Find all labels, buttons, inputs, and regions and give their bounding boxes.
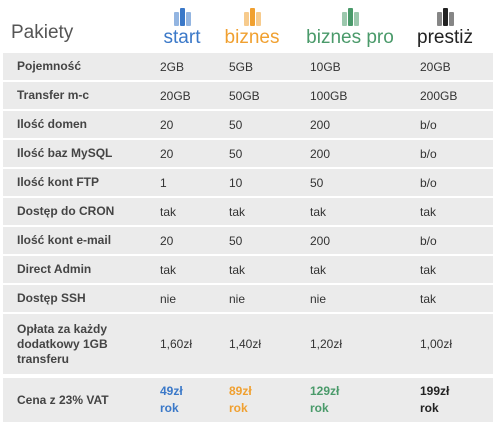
table-row: Transfer m-c 20GB 50GB 100GB 200GB bbox=[3, 82, 493, 111]
cell-prestiz: 20GB bbox=[420, 59, 451, 74]
cell-start: 1 bbox=[160, 175, 167, 190]
price-period: rok bbox=[160, 401, 179, 415]
cell-biznes-pro: 1,20zł bbox=[310, 337, 343, 351]
plan-biznes-name: biznes bbox=[224, 27, 280, 48]
plan-prestiz-header: prestiż bbox=[406, 8, 484, 49]
row-label-line: Opłata za każdy bbox=[17, 321, 108, 336]
row-label: Pojemność bbox=[17, 59, 82, 73]
plan-prestiz-icon bbox=[436, 8, 454, 26]
cell-biznes-pro: tak bbox=[310, 204, 327, 219]
cell-biznes: tak bbox=[229, 262, 246, 277]
cell-biznes-pro: 200 bbox=[310, 117, 331, 132]
plan-biznes-pro-icon bbox=[341, 8, 359, 26]
plan-start-name: start bbox=[163, 27, 201, 48]
price-amount: 129zł bbox=[310, 384, 340, 398]
table-row: Ilość kont e-mail 20 50 200 b/o bbox=[3, 227, 493, 256]
plan-biznes-header: biznes bbox=[216, 8, 288, 49]
price-prestiz: 199zł rok bbox=[420, 383, 493, 417]
cell-biznes: 50 bbox=[229, 117, 243, 132]
price-amount: 199zł bbox=[420, 384, 450, 398]
price-amount: 49zł bbox=[160, 384, 183, 398]
cell-prestiz: 1,00zł bbox=[420, 337, 453, 351]
price-label: Cena z 23% VAT bbox=[17, 392, 109, 407]
price-period: rok bbox=[310, 401, 329, 415]
cell-biznes-pro: 10GB bbox=[310, 59, 341, 74]
cell-start: tak bbox=[160, 204, 177, 219]
plan-biznes-pro-name: biznes pro bbox=[306, 27, 394, 48]
cell-biznes: 10 bbox=[229, 175, 243, 190]
row-label: Dostęp do CRON bbox=[17, 204, 115, 218]
row-label-line: transferu bbox=[17, 351, 70, 366]
row-label: Ilość baz MySQL bbox=[17, 146, 113, 160]
table-row: Opłata za każdy dodatkowy 1GB transferu … bbox=[3, 314, 493, 376]
cell-biznes-pro: tak bbox=[310, 262, 327, 277]
table-row: Direct Admin tak tak tak tak bbox=[3, 256, 493, 285]
row-label: Ilość kont e-mail bbox=[17, 233, 112, 247]
cell-prestiz: b/o bbox=[420, 175, 437, 190]
plan-biznes-icon bbox=[243, 8, 261, 26]
price-row: Cena z 23% VAT 49zł rok 89zł rok 129zł r… bbox=[3, 378, 493, 424]
cell-start: nie bbox=[160, 291, 177, 306]
price-period: rok bbox=[229, 401, 248, 415]
cell-biznes-pro: 100GB bbox=[310, 88, 348, 103]
price-period: rok bbox=[420, 401, 439, 415]
table-row: Ilość baz MySQL 20 50 200 b/o bbox=[3, 140, 493, 169]
cell-start: 20 bbox=[160, 146, 174, 161]
row-label: Transfer m-c bbox=[17, 88, 90, 102]
cell-biznes: 1,40zł bbox=[229, 337, 262, 351]
cell-start: 20 bbox=[160, 233, 174, 248]
pricing-table: Pojemność 2GB 5GB 10GB 20GB Transfer m-c… bbox=[3, 53, 493, 424]
price-amount: 89zł bbox=[229, 384, 252, 398]
cell-prestiz: tak bbox=[420, 204, 437, 219]
cell-biznes: 50 bbox=[229, 146, 243, 161]
table-row: Pojemność 2GB 5GB 10GB 20GB bbox=[3, 53, 493, 82]
cell-prestiz: b/o bbox=[420, 117, 437, 132]
cell-start: 20 bbox=[160, 117, 174, 132]
row-label: Ilość domen bbox=[17, 117, 88, 131]
cell-biznes: 50 bbox=[229, 233, 243, 248]
row-label: Direct Admin bbox=[17, 262, 92, 276]
cell-biznes: nie bbox=[229, 291, 246, 306]
row-label: Dostęp SSH bbox=[17, 291, 86, 305]
cell-prestiz: tak bbox=[420, 262, 437, 277]
page-title: Pakiety bbox=[11, 22, 74, 43]
row-label-line: dodatkowy 1GB bbox=[17, 336, 108, 351]
cell-prestiz: b/o bbox=[420, 146, 437, 161]
plan-start-icon bbox=[173, 8, 191, 26]
cell-biznes: 50GB bbox=[229, 88, 260, 103]
cell-biznes: tak bbox=[229, 204, 246, 219]
cell-biznes-pro: 50 bbox=[310, 175, 324, 190]
cell-prestiz: tak bbox=[420, 291, 437, 306]
cell-biznes-pro: 200 bbox=[310, 233, 331, 248]
table-row: Dostęp SSH nie nie nie tak bbox=[3, 285, 493, 314]
row-label: Ilość kont FTP bbox=[17, 175, 100, 189]
plan-prestiz-name: prestiż bbox=[417, 27, 473, 48]
cell-start: tak bbox=[160, 262, 177, 277]
cell-biznes-pro: 200 bbox=[310, 146, 331, 161]
cell-start: 20GB bbox=[160, 88, 191, 103]
table-row: Ilość kont FTP 1 10 50 b/o bbox=[3, 169, 493, 198]
table-row: Ilość domen 20 50 200 b/o bbox=[3, 111, 493, 140]
row-label: Opłata za każdy dodatkowy 1GB transferu bbox=[3, 322, 160, 367]
table-row: Dostęp do CRON tak tak tak tak bbox=[3, 198, 493, 227]
price-biznes-pro: 129zł rok bbox=[310, 383, 420, 417]
plan-start-header: start bbox=[152, 8, 212, 49]
cell-biznes-pro: nie bbox=[310, 291, 327, 306]
cell-prestiz: b/o bbox=[420, 233, 437, 248]
cell-biznes: 5GB bbox=[229, 59, 254, 74]
price-biznes: 89zł rok bbox=[229, 383, 310, 417]
cell-start: 2GB bbox=[160, 59, 185, 74]
cell-start: 1,60zł bbox=[160, 337, 193, 351]
cell-prestiz: 200GB bbox=[420, 88, 458, 103]
price-start: 49zł rok bbox=[160, 383, 229, 417]
pricing-header: Pakiety start biznes biznes pro prestiż bbox=[0, 0, 493, 52]
plan-biznes-pro-header: biznes pro bbox=[300, 8, 400, 49]
